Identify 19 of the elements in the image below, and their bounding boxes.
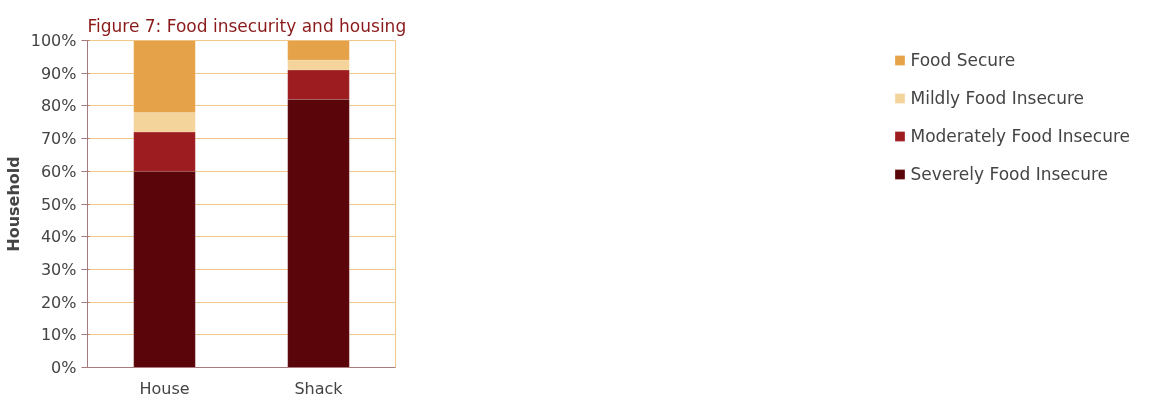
y-tick-label: 20%: [40, 292, 77, 312]
y-tick-label: 90%: [40, 63, 77, 83]
y-tick-label: 60%: [40, 161, 77, 181]
y-tick-label: 10%: [40, 325, 77, 345]
y-tick-label: 30%: [40, 259, 77, 279]
y-tick-label: 0%: [51, 358, 77, 377]
x-tick-label: Shack: [294, 378, 344, 398]
legend-label: Severely Food Insecure: [910, 164, 1108, 184]
y-tick-label: 100%: [30, 31, 77, 50]
y-axis-title: Household: [3, 156, 23, 252]
legend-label: Moderately Food Insecure: [910, 126, 1130, 146]
y-tick-label: 70%: [40, 129, 77, 149]
legend-label: Mildly Food Insecure: [910, 88, 1085, 108]
y-tick-label: 50%: [40, 194, 77, 214]
y-tick-label: 40%: [40, 227, 77, 247]
legend-label: Food Secure: [910, 50, 1016, 70]
x-tick-label: House: [139, 378, 190, 398]
y-tick-label: 80%: [40, 96, 77, 116]
chart-title: Figure 7: Food insecurity and housing: [87, 15, 407, 36]
